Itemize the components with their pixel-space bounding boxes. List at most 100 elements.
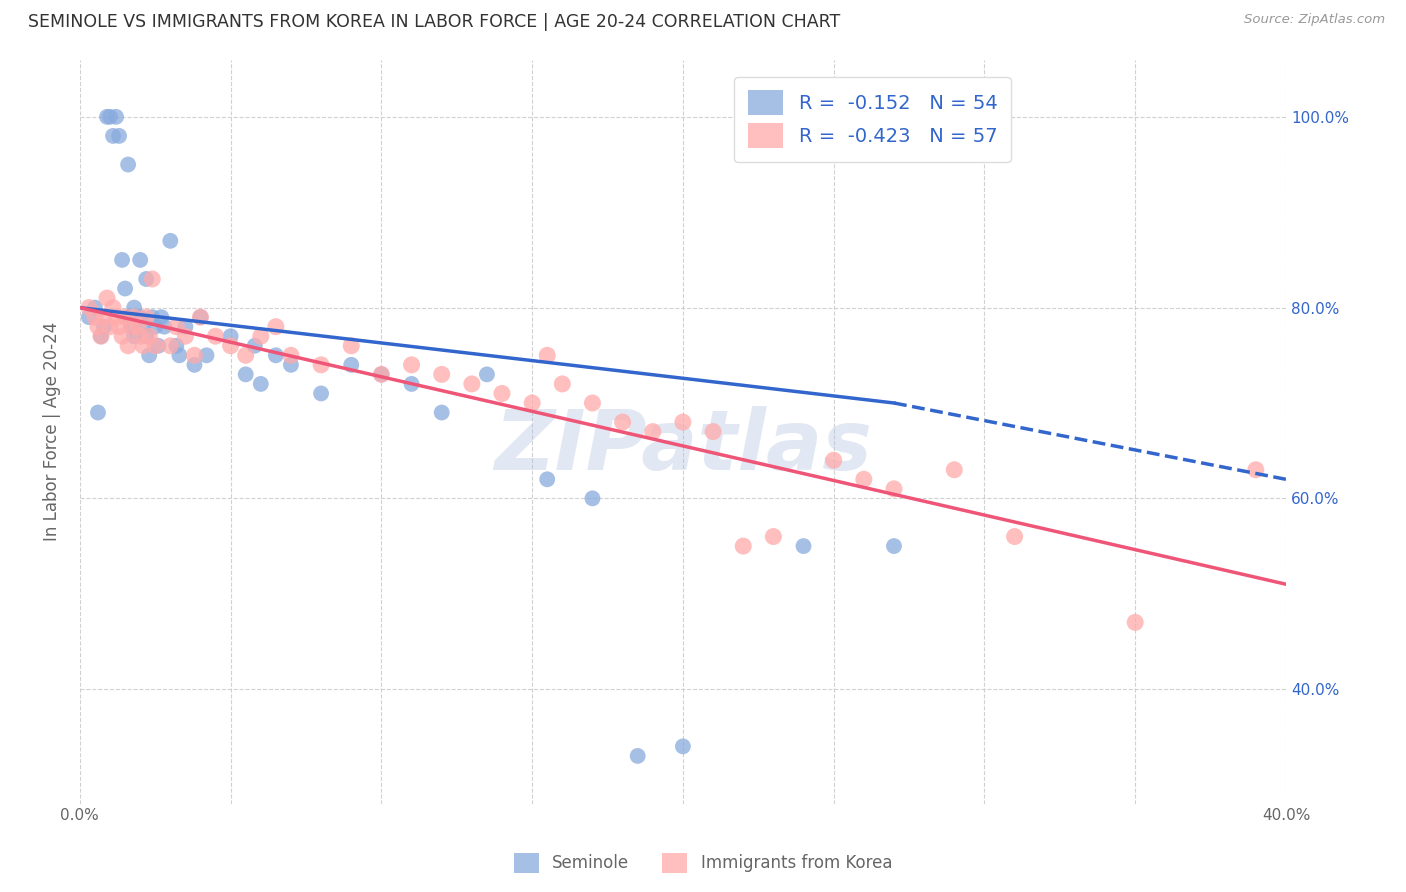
Point bbox=[101, 128, 124, 143]
Point bbox=[1244, 463, 1267, 477]
Point bbox=[581, 491, 603, 506]
Y-axis label: In Labor Force | Age 20-24: In Labor Force | Age 20-24 bbox=[44, 322, 60, 541]
Point bbox=[641, 425, 664, 439]
Point bbox=[672, 415, 695, 429]
Point bbox=[77, 310, 100, 325]
Point bbox=[150, 310, 173, 325]
Point bbox=[461, 376, 484, 391]
Point bbox=[823, 453, 845, 467]
Point bbox=[401, 358, 423, 372]
Point bbox=[340, 358, 363, 372]
Point bbox=[111, 329, 134, 343]
Point bbox=[129, 329, 152, 343]
Point bbox=[159, 339, 181, 353]
Point bbox=[536, 472, 558, 486]
Point bbox=[122, 310, 145, 325]
Point bbox=[235, 368, 257, 382]
Point bbox=[370, 368, 392, 382]
Point bbox=[235, 348, 257, 362]
Point bbox=[120, 319, 142, 334]
Point bbox=[183, 358, 205, 372]
Point bbox=[127, 319, 149, 334]
Point bbox=[96, 110, 118, 124]
Point bbox=[132, 339, 155, 353]
Point bbox=[98, 319, 121, 334]
Point bbox=[108, 319, 131, 334]
Point bbox=[143, 319, 166, 334]
Point bbox=[280, 358, 302, 372]
Point bbox=[190, 310, 212, 325]
Point bbox=[111, 252, 134, 267]
Point bbox=[491, 386, 513, 401]
Point bbox=[141, 310, 163, 325]
Text: SEMINOLE VS IMMIGRANTS FROM KOREA IN LABOR FORCE | AGE 20-24 CORRELATION CHART: SEMINOLE VS IMMIGRANTS FROM KOREA IN LAB… bbox=[28, 13, 841, 31]
Point bbox=[190, 310, 212, 325]
Point bbox=[138, 329, 160, 343]
Point bbox=[122, 329, 145, 343]
Point bbox=[148, 339, 170, 353]
Text: Source: ZipAtlas.com: Source: ZipAtlas.com bbox=[1244, 13, 1385, 27]
Point bbox=[551, 376, 574, 391]
Point bbox=[1004, 529, 1026, 543]
Point bbox=[702, 425, 724, 439]
Point bbox=[340, 339, 363, 353]
Point bbox=[204, 329, 226, 343]
Point bbox=[169, 348, 191, 362]
Point bbox=[143, 339, 166, 353]
Point bbox=[219, 329, 242, 343]
Point bbox=[132, 319, 155, 334]
Point bbox=[96, 291, 118, 305]
Point bbox=[309, 358, 332, 372]
Point bbox=[264, 348, 287, 362]
Point bbox=[135, 329, 157, 343]
Point bbox=[135, 272, 157, 286]
Point bbox=[135, 310, 157, 325]
Point bbox=[430, 368, 453, 382]
Point bbox=[943, 463, 966, 477]
Point bbox=[87, 319, 110, 334]
Point bbox=[84, 301, 107, 315]
Point bbox=[93, 319, 115, 334]
Point bbox=[195, 348, 218, 362]
Point bbox=[883, 482, 905, 496]
Point bbox=[672, 739, 695, 754]
Point bbox=[159, 234, 181, 248]
Point bbox=[370, 368, 392, 382]
Point bbox=[430, 405, 453, 419]
Point bbox=[401, 376, 423, 391]
Point bbox=[117, 157, 139, 171]
Point bbox=[219, 339, 242, 353]
Point bbox=[101, 301, 124, 315]
Text: ZIPatlas: ZIPatlas bbox=[494, 406, 872, 487]
Point bbox=[249, 376, 271, 391]
Point bbox=[165, 319, 187, 334]
Point bbox=[84, 310, 107, 325]
Point bbox=[883, 539, 905, 553]
Point bbox=[90, 329, 112, 343]
Point bbox=[183, 348, 205, 362]
Point bbox=[108, 128, 131, 143]
Point bbox=[114, 310, 136, 325]
Point bbox=[165, 339, 187, 353]
Point bbox=[249, 329, 271, 343]
Point bbox=[309, 386, 332, 401]
Point bbox=[581, 396, 603, 410]
Point bbox=[114, 281, 136, 295]
Point bbox=[93, 310, 115, 325]
Point bbox=[536, 348, 558, 362]
Point bbox=[129, 252, 152, 267]
Point bbox=[117, 310, 139, 325]
Point bbox=[852, 472, 875, 486]
Point bbox=[105, 310, 128, 325]
Point bbox=[127, 310, 149, 325]
Point bbox=[129, 310, 152, 325]
Point bbox=[138, 348, 160, 362]
Point bbox=[1123, 615, 1146, 630]
Point bbox=[627, 748, 650, 763]
Point bbox=[174, 319, 197, 334]
Point bbox=[87, 405, 110, 419]
Point bbox=[612, 415, 634, 429]
Point bbox=[105, 110, 128, 124]
Legend: Seminole, Immigrants from Korea: Seminole, Immigrants from Korea bbox=[508, 847, 898, 880]
Point bbox=[243, 339, 266, 353]
